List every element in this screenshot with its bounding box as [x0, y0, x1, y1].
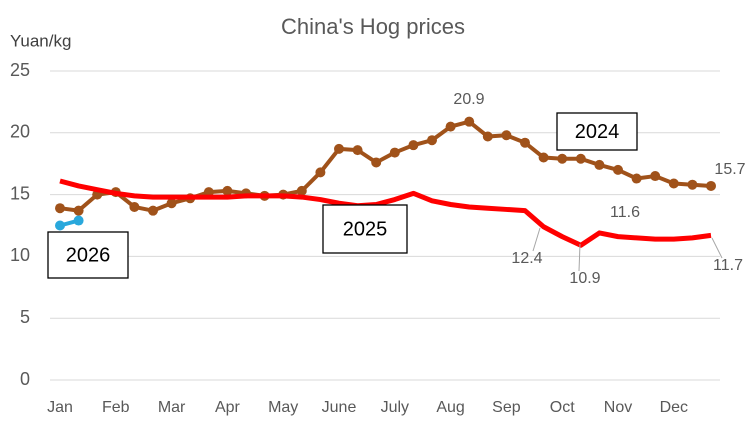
marker: [389, 147, 400, 158]
series-box: [47, 231, 129, 279]
x-tick-label: Feb: [102, 399, 130, 416]
x-tick-label: Nov: [604, 399, 632, 416]
marker: [166, 198, 177, 209]
marker: [222, 185, 233, 196]
marker: [501, 130, 512, 141]
marker: [631, 173, 642, 184]
series-line: [59, 178, 712, 248]
x-tick-label: July: [381, 399, 409, 416]
marker: [55, 220, 65, 231]
series-name: 2024: [575, 121, 620, 143]
y-tick-label: 10: [10, 245, 30, 265]
marker: [129, 201, 140, 212]
y-axis-label: Yuan/kg: [10, 31, 71, 50]
data-label: 11.6: [610, 204, 640, 221]
marker: [73, 205, 84, 216]
x-tick-label: May: [268, 399, 298, 416]
marker: [482, 131, 493, 142]
marker: [520, 137, 530, 148]
series-name: 2025: [343, 218, 388, 240]
marker: [296, 185, 307, 196]
y-tick-label: 25: [10, 60, 30, 80]
leader-line: [711, 237, 723, 259]
marker: [557, 153, 568, 164]
series-name: 2026: [66, 244, 111, 266]
x-tick-label: Apr: [215, 399, 241, 416]
marker: [687, 179, 698, 190]
data-label: 12.4: [511, 250, 542, 267]
data-label: 10.9: [569, 270, 600, 287]
y-tick-label: 0: [20, 369, 30, 389]
marker: [371, 157, 382, 168]
x-tick-label: Sep: [492, 399, 521, 416]
chart-title: China's Hog prices: [281, 14, 465, 39]
x-tick-label: Oct: [550, 399, 575, 416]
x-tick-label: Mar: [158, 399, 186, 416]
leader-line: [578, 243, 581, 272]
marker: [55, 203, 65, 214]
marker: [668, 178, 679, 189]
marker: [594, 159, 605, 170]
y-tick-label: 15: [10, 183, 30, 203]
series-box: [322, 204, 408, 254]
marker: [73, 215, 84, 226]
marker: [408, 140, 419, 151]
marker: [352, 145, 363, 156]
marker: [613, 164, 623, 175]
x-tick-label: Aug: [436, 399, 464, 416]
marker: [445, 121, 456, 132]
marker: [148, 205, 158, 216]
data-label: 11.7: [713, 257, 743, 274]
marker: [334, 143, 344, 154]
marker: [315, 167, 326, 178]
y-tick-label: 20: [10, 122, 30, 142]
data-label: 20.9: [453, 91, 484, 108]
leader-line: [532, 227, 541, 252]
marker: [575, 153, 586, 164]
marker: [650, 171, 661, 182]
data-label: 15.7: [714, 161, 745, 178]
marker: [427, 135, 437, 146]
series-box: [556, 112, 638, 151]
marker: [538, 152, 549, 163]
marker: [464, 116, 475, 127]
marker: [706, 180, 716, 191]
x-tick-label: Jan: [47, 399, 73, 416]
x-tick-label: June: [322, 399, 357, 416]
x-tick-label: Dec: [660, 399, 688, 416]
y-tick-label: 5: [20, 307, 30, 327]
